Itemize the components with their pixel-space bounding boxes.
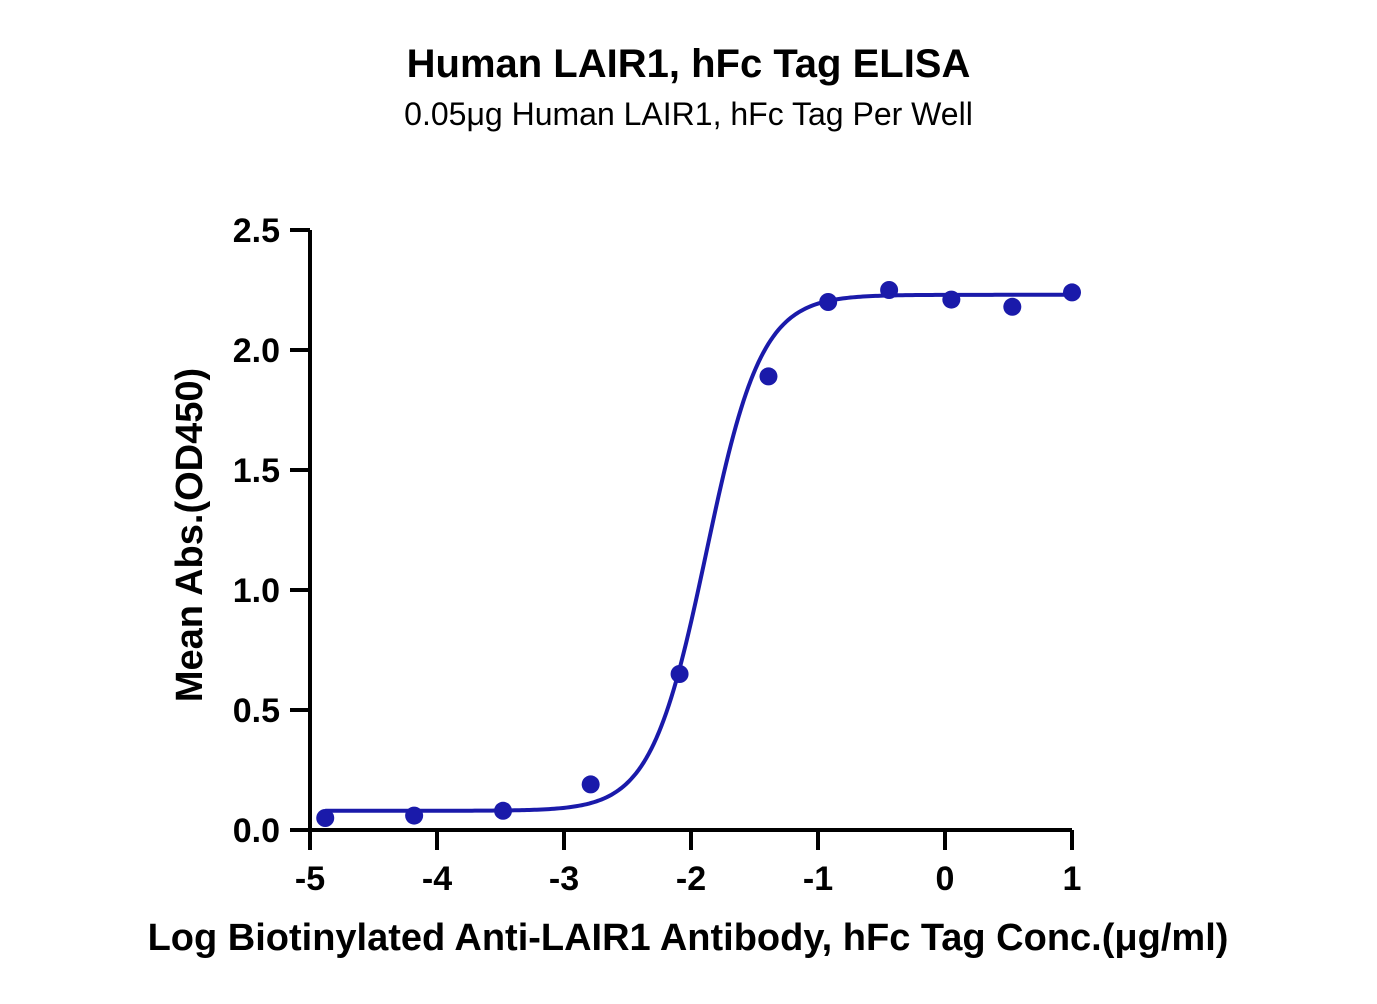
x-tick-label: -3 — [549, 860, 579, 898]
x-axis-label: Log Biotinylated Anti-LAIR1 Antibody, hF… — [148, 917, 1229, 959]
y-tick-label: 0.5 — [233, 692, 280, 730]
data-point — [942, 290, 961, 309]
data-point — [670, 665, 689, 683]
data-point — [405, 806, 424, 825]
fit-curve — [325, 292, 1072, 813]
data-point — [880, 281, 899, 299]
data-point — [1063, 283, 1081, 302]
y-tick-label: 2.5 — [233, 212, 280, 250]
chart-title: Human LAIR1, hFc Tag ELISA — [406, 42, 971, 86]
data-points-layer — [316, 281, 1081, 827]
x-tick-label: -5 — [295, 860, 325, 898]
x-tick-label: -1 — [803, 860, 833, 898]
data-point — [316, 809, 335, 827]
axes: 0.0 0.5 1.0 1.5 2.0 2.5 -5 -4 -3 -2 -1 0 1 — [233, 212, 1082, 898]
y-tick-label: 2.0 — [233, 332, 280, 370]
y-tick-label: 1.0 — [233, 572, 280, 610]
x-tick-label: 0 — [936, 860, 955, 898]
data-point — [1003, 297, 1022, 316]
x-tick-label: -4 — [422, 860, 452, 898]
data-point — [494, 801, 513, 820]
x-tick-label: 1 — [1063, 860, 1082, 898]
y-axis-label: Mean Abs.(OD450) — [169, 368, 211, 702]
x-tick-label: -2 — [676, 860, 706, 898]
data-point — [581, 775, 600, 794]
fit-curve-layer — [325, 292, 1072, 813]
y-tick-label: 0.0 — [233, 812, 280, 850]
data-point — [819, 293, 838, 311]
data-point — [759, 367, 778, 386]
chart-subtitle: 0.05μg Human LAIR1, hFc Tag Per Well — [404, 96, 973, 132]
y-tick-label: 1.5 — [233, 452, 280, 490]
